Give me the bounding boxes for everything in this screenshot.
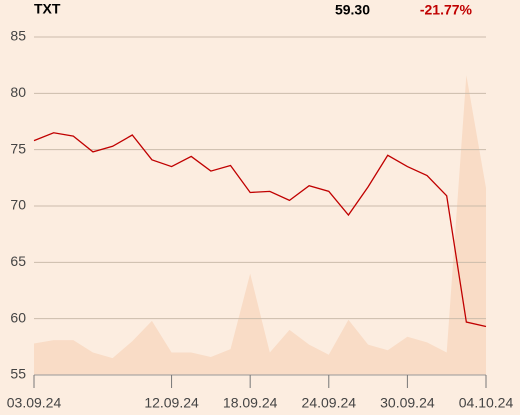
y-tick-label: 55	[10, 366, 26, 382]
x-tick-label: 18.09.24	[223, 395, 278, 411]
x-tick-label: 12.09.24	[144, 395, 199, 411]
x-tick-label: 30.09.24	[380, 395, 435, 411]
y-tick-label: 70	[10, 197, 26, 213]
price-line	[33, 132, 487, 328]
y-tick-label: 60	[10, 309, 26, 325]
y-tick-label: 80	[10, 84, 26, 100]
x-tick-label: 04.10.24	[459, 395, 514, 411]
y-tick-label: 65	[10, 253, 26, 269]
symbol: TXT	[34, 1, 61, 17]
price: 59.30	[335, 2, 370, 18]
x-tick-label: 24.09.24	[302, 395, 357, 411]
change: -21.77%	[420, 2, 473, 18]
y-tick-label: 85	[10, 28, 26, 44]
y-tick-label: 75	[10, 140, 26, 156]
x-tick-label: 03.09.24	[7, 395, 62, 411]
volume-area	[34, 75, 486, 375]
